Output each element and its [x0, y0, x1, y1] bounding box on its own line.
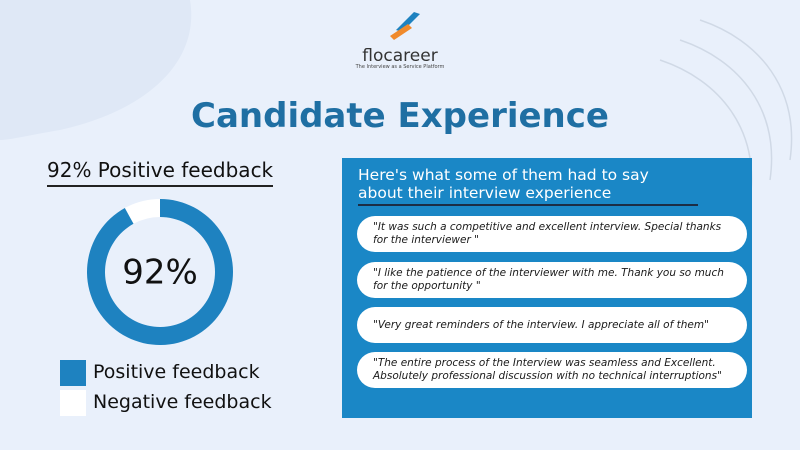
- donut-segment: [124, 199, 160, 224]
- title: Candidate Experience: [191, 96, 609, 136]
- quote: "Very great reminders of the interview. …: [357, 307, 747, 343]
- panel-heading: Here's what some of them had to say abou…: [358, 166, 698, 206]
- legend-label: Positive feedback: [93, 361, 260, 383]
- quote: "The entire process of the Interview was…: [357, 352, 747, 388]
- chart-title: 92% Positive feedback: [47, 158, 274, 187]
- center-label: 92%: [122, 253, 198, 293]
- quote: "I like the patience of the interviewer …: [357, 262, 747, 298]
- tagline: The Interview as a Service Platform: [355, 64, 445, 70]
- legend-swatch: [60, 390, 86, 416]
- donut-chart: 92%: [87, 199, 233, 345]
- legend-swatch: [60, 360, 86, 386]
- legend-label: Negative feedback: [93, 391, 272, 413]
- brand: flocareer: [362, 46, 438, 66]
- quote: "It was such a competitive and excellent…: [357, 216, 747, 252]
